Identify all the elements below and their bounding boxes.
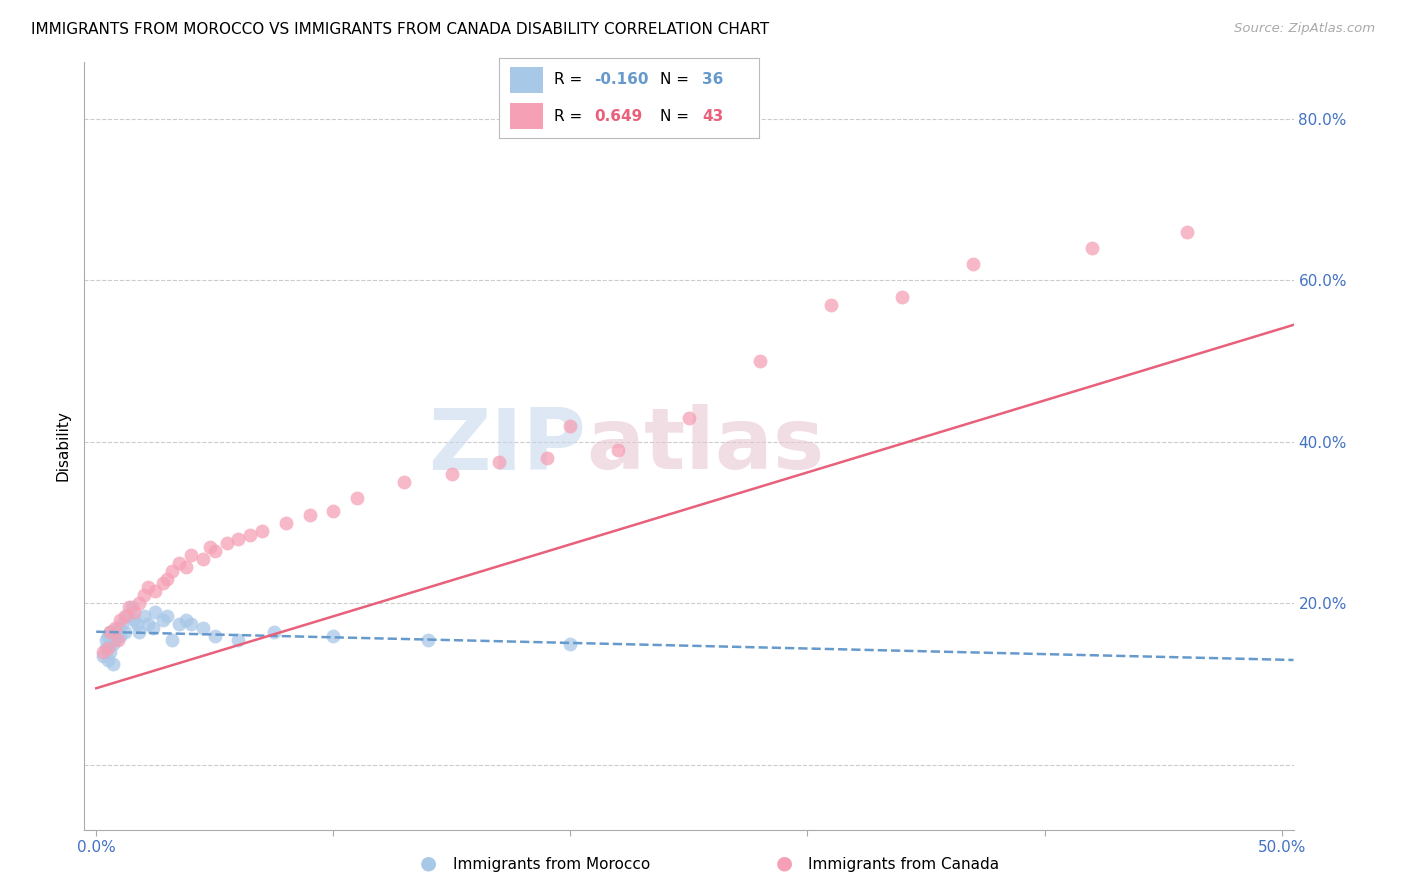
Point: [418, 632, 440, 647]
Point: [180, 548, 202, 562]
Point: [97, 653, 120, 667]
Point: [108, 613, 131, 627]
Point: [101, 657, 124, 671]
Point: [160, 564, 183, 578]
Point: [132, 608, 155, 623]
Point: [121, 600, 143, 615]
Point: [100, 624, 122, 639]
Point: [204, 629, 226, 643]
Point: [228, 632, 250, 647]
Y-axis label: Disability: Disability: [55, 410, 70, 482]
Point: [176, 560, 198, 574]
Point: [1175, 225, 1198, 239]
Point: [167, 616, 190, 631]
Point: [145, 584, 167, 599]
Point: [250, 524, 273, 538]
FancyBboxPatch shape: [509, 103, 543, 129]
Point: [167, 556, 190, 570]
Text: 43: 43: [702, 109, 723, 124]
Point: [204, 544, 226, 558]
Point: [488, 455, 510, 469]
Text: N =: N =: [661, 72, 695, 87]
Point: [132, 588, 155, 602]
Point: [440, 467, 463, 482]
Point: [152, 613, 174, 627]
Text: 0.649: 0.649: [595, 109, 643, 124]
Point: [191, 552, 214, 566]
Point: [125, 616, 148, 631]
Point: [122, 605, 145, 619]
Point: [114, 608, 136, 623]
Text: R =: R =: [554, 109, 586, 124]
Point: [678, 410, 700, 425]
Point: [346, 491, 368, 506]
Point: [322, 503, 344, 517]
Point: [263, 624, 285, 639]
Point: [239, 528, 262, 542]
Point: [100, 645, 122, 659]
Point: [536, 451, 558, 466]
Point: [156, 572, 179, 586]
Text: Immigrants from Morocco: Immigrants from Morocco: [453, 857, 650, 872]
Point: [191, 621, 214, 635]
Point: [94, 632, 117, 647]
Text: Immigrants from Canada: Immigrants from Canada: [808, 857, 1000, 872]
Point: [118, 600, 141, 615]
Point: [228, 532, 250, 546]
Point: [101, 637, 124, 651]
Point: [1081, 241, 1104, 255]
Point: [156, 608, 179, 623]
Point: [138, 616, 160, 631]
Point: [145, 605, 167, 619]
Point: [104, 621, 127, 635]
Text: -0.160: -0.160: [595, 72, 648, 87]
Point: [394, 475, 416, 490]
Text: ●: ●: [776, 854, 793, 872]
Point: [138, 580, 160, 594]
Point: [104, 632, 127, 647]
Point: [749, 354, 772, 368]
Point: [97, 640, 120, 655]
Point: [91, 645, 114, 659]
Point: [114, 624, 136, 639]
Point: [560, 418, 582, 433]
Text: ●: ●: [420, 854, 437, 872]
Point: [298, 508, 321, 522]
Point: [180, 616, 202, 631]
Point: [274, 516, 297, 530]
Point: [142, 621, 165, 635]
Point: [122, 613, 145, 627]
Text: ZIP: ZIP: [429, 404, 586, 488]
Point: [91, 648, 114, 663]
FancyBboxPatch shape: [509, 67, 543, 94]
Text: N =: N =: [661, 109, 695, 124]
Point: [108, 629, 131, 643]
Point: [560, 637, 582, 651]
Point: [962, 257, 984, 271]
Text: 36: 36: [702, 72, 724, 87]
Point: [322, 629, 344, 643]
Point: [94, 640, 117, 655]
Text: atlas: atlas: [586, 404, 824, 488]
Point: [152, 576, 174, 591]
Point: [128, 597, 150, 611]
Point: [100, 624, 122, 639]
Point: [891, 290, 914, 304]
Point: [198, 540, 221, 554]
Point: [606, 443, 628, 458]
Point: [128, 624, 150, 639]
Point: [176, 613, 198, 627]
Point: [97, 629, 120, 643]
Point: [111, 616, 134, 631]
Point: [820, 298, 842, 312]
Text: IMMIGRANTS FROM MOROCCO VS IMMIGRANTS FROM CANADA DISABILITY CORRELATION CHART: IMMIGRANTS FROM MOROCCO VS IMMIGRANTS FR…: [31, 22, 769, 37]
Point: [160, 632, 183, 647]
Text: R =: R =: [554, 72, 586, 87]
Point: [107, 632, 129, 647]
Point: [115, 608, 138, 623]
Point: [107, 621, 129, 635]
Point: [215, 536, 238, 550]
Text: Source: ZipAtlas.com: Source: ZipAtlas.com: [1234, 22, 1375, 36]
